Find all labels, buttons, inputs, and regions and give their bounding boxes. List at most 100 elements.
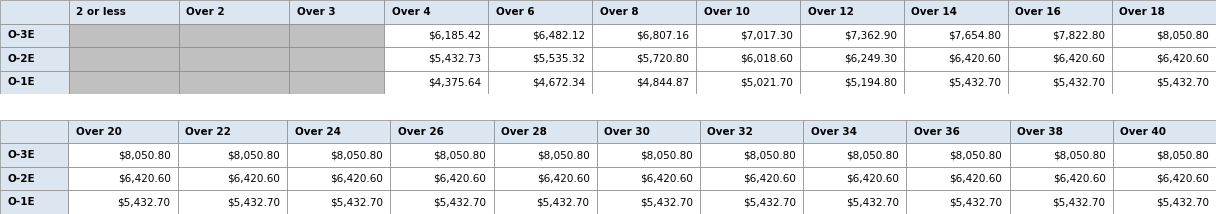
Bar bbox=[287, 190, 390, 214]
Bar bbox=[905, 24, 1008, 47]
Text: Over 2: Over 2 bbox=[186, 7, 225, 17]
Text: Over 32: Over 32 bbox=[708, 127, 753, 137]
Text: O-3E: O-3E bbox=[7, 30, 35, 40]
Text: Over 30: Over 30 bbox=[604, 127, 651, 137]
Bar bbox=[592, 24, 697, 47]
Text: $6,420.60: $6,420.60 bbox=[331, 174, 383, 184]
Bar bbox=[1008, 24, 1113, 47]
Bar bbox=[597, 143, 700, 167]
Bar bbox=[489, 71, 592, 94]
Bar bbox=[0, 24, 69, 47]
Text: $5,432.70: $5,432.70 bbox=[1053, 197, 1105, 207]
Bar bbox=[905, 0, 1008, 24]
Text: O-1E: O-1E bbox=[7, 197, 35, 207]
Bar bbox=[0, 167, 68, 190]
Text: Over 10: Over 10 bbox=[704, 7, 749, 17]
Text: $5,535.32: $5,535.32 bbox=[531, 54, 585, 64]
Text: $6,420.60: $6,420.60 bbox=[640, 174, 693, 184]
Bar bbox=[179, 71, 289, 94]
Text: $5,021.70: $5,021.70 bbox=[741, 77, 793, 87]
Bar bbox=[179, 0, 289, 24]
Text: $5,432.70: $5,432.70 bbox=[118, 197, 170, 207]
Text: Over 36: Over 36 bbox=[913, 127, 959, 137]
Bar bbox=[179, 24, 289, 47]
Bar bbox=[592, 71, 697, 94]
Text: $5,432.70: $5,432.70 bbox=[743, 197, 796, 207]
Bar bbox=[69, 71, 179, 94]
Text: $5,720.80: $5,720.80 bbox=[636, 54, 689, 64]
Text: $5,432.70: $5,432.70 bbox=[1155, 197, 1209, 207]
Text: $6,807.16: $6,807.16 bbox=[636, 30, 689, 40]
Bar bbox=[700, 120, 804, 143]
Bar bbox=[1009, 143, 1113, 167]
Bar bbox=[597, 190, 700, 214]
Bar bbox=[0, 120, 68, 143]
Text: Over 28: Over 28 bbox=[501, 127, 547, 137]
Bar bbox=[289, 0, 384, 24]
Bar bbox=[390, 190, 494, 214]
Text: Over 22: Over 22 bbox=[185, 127, 231, 137]
Text: $5,432.70: $5,432.70 bbox=[433, 197, 486, 207]
Bar bbox=[800, 24, 905, 47]
Text: O-1E: O-1E bbox=[7, 77, 35, 87]
Text: $5,194.80: $5,194.80 bbox=[844, 77, 897, 87]
Text: Over 20: Over 20 bbox=[75, 127, 122, 137]
Bar bbox=[489, 47, 592, 71]
Text: $8,050.80: $8,050.80 bbox=[846, 150, 899, 160]
Bar bbox=[906, 190, 1009, 214]
Bar bbox=[700, 167, 804, 190]
Bar bbox=[68, 167, 178, 190]
Bar bbox=[287, 120, 390, 143]
Bar bbox=[289, 71, 384, 94]
Text: Over 6: Over 6 bbox=[496, 7, 534, 17]
Bar bbox=[905, 47, 1008, 71]
Text: $6,420.60: $6,420.60 bbox=[1053, 174, 1105, 184]
Bar bbox=[697, 24, 800, 47]
Text: $5,432.70: $5,432.70 bbox=[846, 197, 899, 207]
Bar bbox=[1113, 120, 1216, 143]
Bar bbox=[1113, 190, 1216, 214]
Bar bbox=[800, 71, 905, 94]
Text: $7,362.90: $7,362.90 bbox=[844, 30, 897, 40]
Text: Over 18: Over 18 bbox=[1120, 7, 1165, 17]
Text: $5,432.70: $5,432.70 bbox=[330, 197, 383, 207]
Text: $6,420.60: $6,420.60 bbox=[536, 174, 590, 184]
Text: $8,050.80: $8,050.80 bbox=[536, 150, 590, 160]
Bar bbox=[494, 143, 597, 167]
Text: $8,050.80: $8,050.80 bbox=[118, 150, 170, 160]
Text: $8,050.80: $8,050.80 bbox=[434, 150, 486, 160]
Bar bbox=[804, 143, 906, 167]
Bar bbox=[384, 0, 489, 24]
Text: $8,050.80: $8,050.80 bbox=[227, 150, 280, 160]
Text: $5,432.70: $5,432.70 bbox=[950, 197, 1002, 207]
Text: $8,050.80: $8,050.80 bbox=[1053, 150, 1105, 160]
Bar bbox=[179, 47, 289, 71]
Bar bbox=[384, 47, 489, 71]
Text: $8,050.80: $8,050.80 bbox=[743, 150, 796, 160]
Bar bbox=[700, 143, 804, 167]
Text: $5,432.70: $5,432.70 bbox=[640, 197, 693, 207]
Bar bbox=[697, 71, 800, 94]
Bar bbox=[700, 190, 804, 214]
Text: $6,420.60: $6,420.60 bbox=[1156, 174, 1209, 184]
Bar bbox=[0, 71, 69, 94]
Text: O-2E: O-2E bbox=[7, 174, 35, 184]
Text: $6,420.60: $6,420.60 bbox=[948, 54, 1001, 64]
Bar bbox=[800, 0, 905, 24]
Bar bbox=[178, 143, 287, 167]
Bar bbox=[287, 143, 390, 167]
Bar bbox=[68, 190, 178, 214]
Bar bbox=[592, 47, 697, 71]
Text: $6,420.60: $6,420.60 bbox=[1052, 54, 1105, 64]
Text: $6,420.60: $6,420.60 bbox=[118, 174, 170, 184]
Bar bbox=[800, 47, 905, 71]
Text: $6,018.60: $6,018.60 bbox=[741, 54, 793, 64]
Bar bbox=[1113, 24, 1216, 47]
Text: $7,017.30: $7,017.30 bbox=[741, 30, 793, 40]
Bar bbox=[494, 167, 597, 190]
Text: Over 4: Over 4 bbox=[392, 7, 430, 17]
Text: $8,050.80: $8,050.80 bbox=[1156, 30, 1209, 40]
Text: Over 38: Over 38 bbox=[1017, 127, 1063, 137]
Text: $8,050.80: $8,050.80 bbox=[640, 150, 693, 160]
Text: Over 3: Over 3 bbox=[297, 7, 336, 17]
